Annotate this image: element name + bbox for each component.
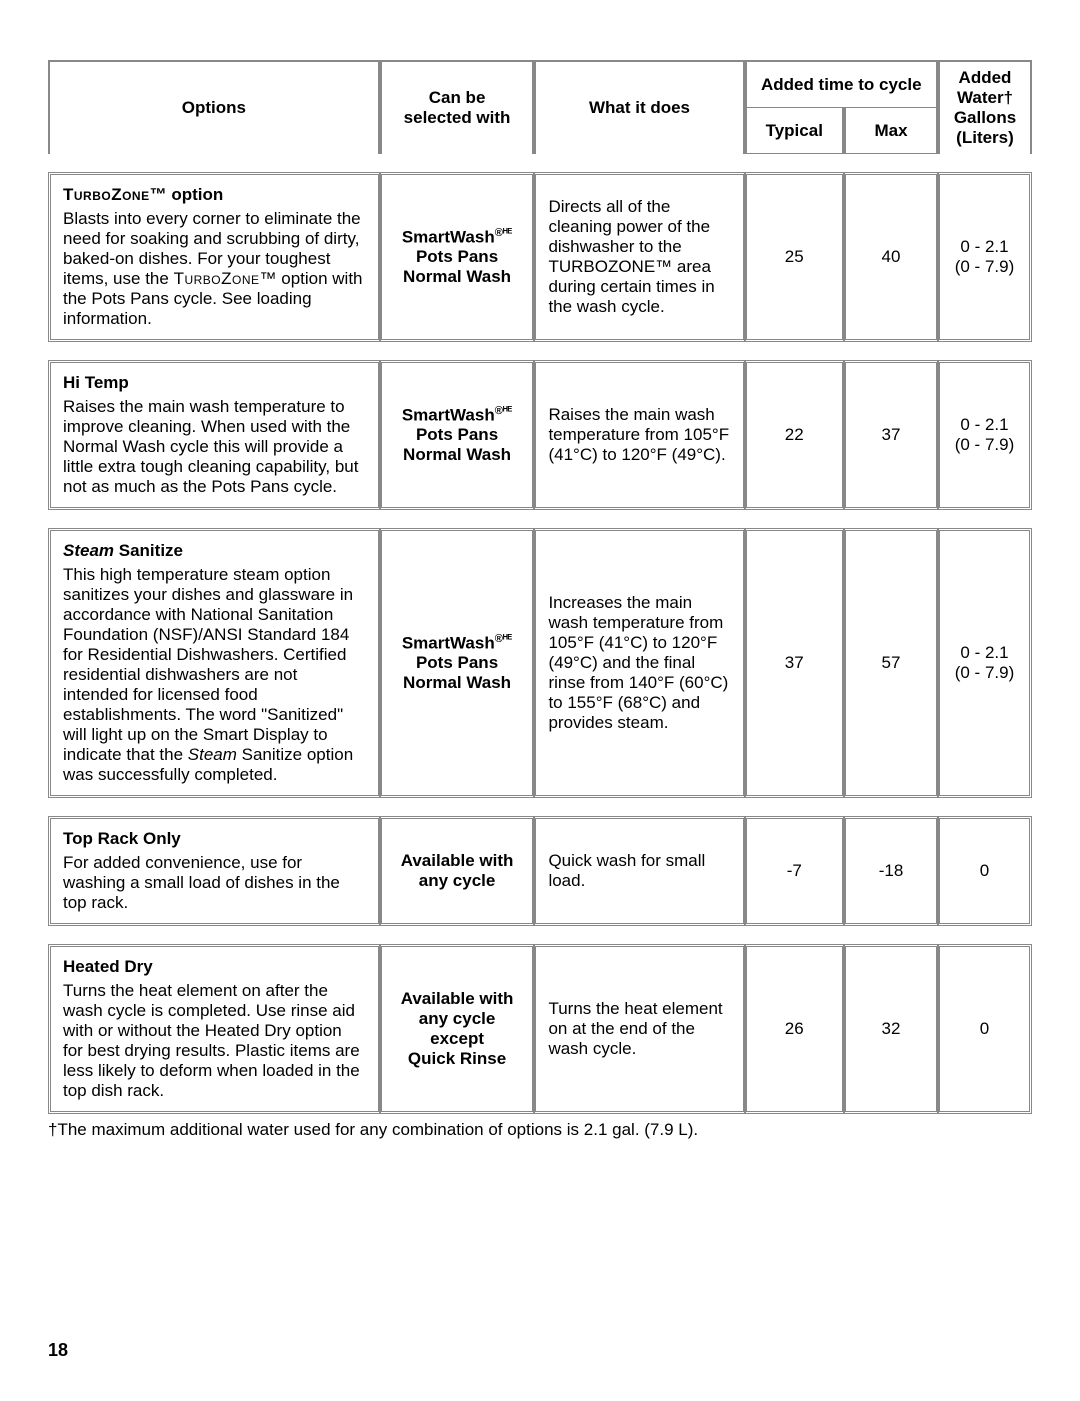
cell-canbe: SmartWash®ᴴᴱPots PansNormal Wash [380,360,535,510]
footnote: †The maximum additional water used for a… [48,1120,1032,1140]
cell-options: TurboZone™ option Blasts into every corne… [48,172,380,342]
cell-canbe: Available withany cycle [380,816,535,926]
hdr-water: Added Water† Gallons (Liters) [938,60,1032,154]
hdr-max: Max [844,107,938,154]
cell-options: Heated Dry Turns the heat element on afte… [48,944,380,1114]
option-desc: For added convenience, use for washing a… [63,853,366,913]
cell-max: -18 [844,816,938,926]
table-body: TurboZone™ option Blasts into every corne… [48,154,1032,1114]
options-table: Options Can be selected with What it doe… [48,60,1032,1114]
cell-water: 0 - 2.1(0 - 7.9) [938,172,1032,342]
hdr-water-l3: Gallons [954,108,1016,127]
cell-options: Hi Temp Raises the main wash temperature … [48,360,380,510]
cell-water: 0 - 2.1(0 - 7.9) [938,528,1032,798]
option-desc: Turns the heat element on after the wash… [63,981,366,1101]
hdr-addedtime: Added time to cycle [745,60,938,107]
cell-max: 40 [844,172,938,342]
table-row: TurboZone™ option Blasts into every corne… [48,172,1032,342]
spacer-row [48,154,1032,172]
hdr-options: Options [48,60,380,154]
hdr-water-l4: (Liters) [956,128,1014,147]
cell-canbe: SmartWash®ᴴᴱPots PansNormal Wash [380,172,535,342]
cell-max: 57 [844,528,938,798]
table-row: Heated Dry Turns the heat element on afte… [48,944,1032,1114]
option-desc: Raises the main wash temperature to impr… [63,397,366,497]
cell-water: 0 [938,944,1032,1114]
table-row: Steam Sanitize This high temperature stea… [48,528,1032,798]
option-title: Hi Temp [63,373,366,393]
cell-what: Directs all of the cleaning power of the… [534,172,744,342]
spacer-row [48,342,1032,360]
cell-typical: 22 [745,360,845,510]
cell-canbe: Available withany cycleexceptQuick Rinse [380,944,535,1114]
spacer-row [48,798,1032,816]
cell-max: 37 [844,360,938,510]
cell-typical: 25 [745,172,845,342]
cell-what: Increases the main wash temperature from… [534,528,744,798]
cell-what: Raises the main wash temperature from 10… [534,360,744,510]
hdr-canbe-l1: Can be [429,88,486,107]
page-number: 18 [48,1340,1032,1361]
hdr-what: What it does [534,60,744,154]
page: Options Can be selected with What it doe… [0,0,1080,1401]
option-title: Top Rack Only [63,829,366,849]
cell-typical: 37 [745,528,845,798]
cell-what: Quick wash for small load. [534,816,744,926]
cell-options: Top Rack Only For added convenience, use … [48,816,380,926]
spacer-row [48,926,1032,944]
option-desc: This high temperature steam option sanit… [63,565,366,785]
cell-options: Steam Sanitize This high temperature stea… [48,528,380,798]
table-row: Hi Temp Raises the main wash temperature … [48,360,1032,510]
cell-what: Turns the heat element on at the end of … [534,944,744,1114]
cell-canbe: SmartWash®ᴴᴱPots PansNormal Wash [380,528,535,798]
hdr-typical: Typical [745,107,845,154]
cell-max: 32 [844,944,938,1114]
header-row-1: Options Can be selected with What it doe… [48,60,1032,107]
cell-water: 0 - 2.1(0 - 7.9) [938,360,1032,510]
table-header: Options Can be selected with What it doe… [48,60,1032,154]
spacer-row [48,510,1032,528]
hdr-canbe: Can be selected with [380,60,535,154]
table-row: Top Rack Only For added convenience, use … [48,816,1032,926]
option-desc: Blasts into every corner to eliminate th… [63,209,366,329]
option-title: Heated Dry [63,957,366,977]
cell-typical: -7 [745,816,845,926]
hdr-water-l1: Added [959,68,1012,87]
option-title: Steam Sanitize [63,541,366,561]
cell-typical: 26 [745,944,845,1114]
hdr-water-l2: Water† [957,88,1013,107]
hdr-canbe-l2: selected with [404,108,511,127]
cell-water: 0 [938,816,1032,926]
option-title: TurboZone™ option [63,185,366,205]
